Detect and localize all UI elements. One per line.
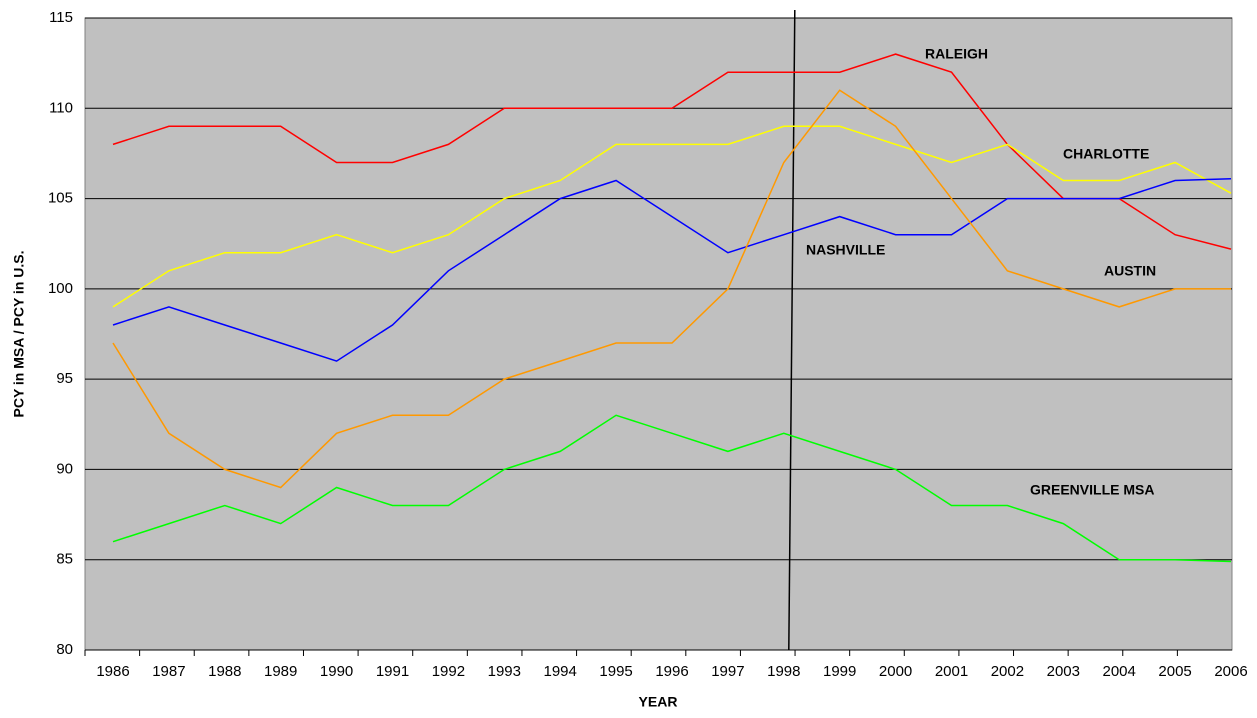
series-label: GREENVILLE MSA (1030, 482, 1154, 498)
x-axis-title: YEAR (639, 694, 678, 710)
y-tick-label: 100 (48, 280, 73, 297)
x-tick-label: 2002 (991, 663, 1024, 680)
plot-area (84, 17, 1233, 651)
x-tick-label: 1996 (655, 663, 688, 680)
series-label: AUSTIN (1104, 263, 1156, 279)
series-line (112, 89, 1231, 489)
x-tick-label: 1992 (432, 663, 465, 680)
series-label: NASHVILLE (806, 242, 885, 258)
y-tick-label: 110 (49, 99, 73, 116)
series-label: CHARLOTTE (1063, 146, 1149, 162)
x-tick-label: 1993 (488, 663, 521, 680)
x-tick-label: 1991 (376, 663, 409, 680)
x-tick-label: 1995 (599, 663, 632, 680)
x-tick-label: 2000 (879, 663, 912, 680)
series-line (112, 125, 1232, 308)
y-tick-label: 115 (49, 9, 73, 26)
x-tick-label: 1997 (711, 663, 744, 680)
x-tick-label: 2001 (935, 663, 968, 680)
y-tick-label: 95 (56, 370, 73, 387)
x-tick-label: 2004 (1103, 663, 1136, 680)
y-tick-label: 105 (48, 190, 73, 207)
x-tick-label: 2006 (1214, 663, 1247, 680)
x-tick-label: 2005 (1158, 663, 1191, 680)
series-label: RALEIGH (925, 46, 988, 62)
x-tick-label: 1994 (544, 663, 577, 680)
series-line (112, 53, 1232, 250)
y-tick-label: 90 (56, 460, 73, 477)
series-line (112, 414, 1232, 563)
x-tick-label: 2003 (1047, 663, 1080, 680)
x-tick-label: 1988 (208, 663, 241, 680)
series-line (112, 177, 1232, 362)
y-axis-title: PCY in MSA / PCY in U.S. (11, 251, 27, 418)
x-tick-label: 1986 (96, 663, 129, 680)
reference-line (788, 9, 796, 651)
y-tick-label: 85 (56, 551, 73, 568)
x-tick-label: 1998 (767, 663, 800, 680)
x-tick-label: 1987 (152, 663, 185, 680)
x-tick-label: 1999 (823, 663, 856, 680)
y-tick-label: 80 (56, 641, 73, 658)
x-tick-label: 1989 (264, 663, 297, 680)
x-tick-label: 1990 (320, 663, 353, 680)
